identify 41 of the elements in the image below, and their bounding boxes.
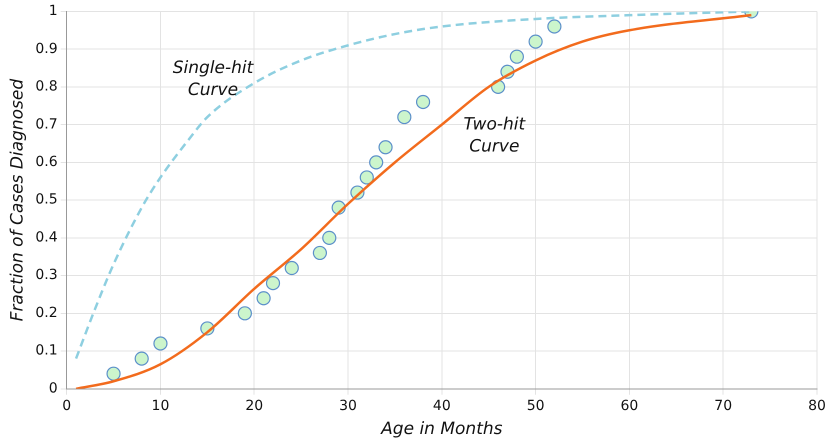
point	[256, 291, 271, 306]
x-tick-label: 20	[245, 398, 264, 414]
x-tick-label: 40	[432, 398, 451, 414]
point	[322, 230, 336, 245]
point	[547, 19, 562, 34]
y-tick-label: 0.4	[35, 229, 58, 246]
point	[510, 50, 524, 64]
point	[360, 170, 374, 185]
x-axis-title: Age in Months	[380, 419, 503, 440]
point	[266, 276, 280, 290]
y-tick-label: 0.9	[35, 40, 58, 57]
y-tick-label: 0.6	[35, 154, 58, 170]
x-tick-label: 50	[526, 398, 545, 414]
y-tick-label: 0	[48, 380, 58, 396]
annotation: Single-hit Curve	[172, 58, 255, 100]
annotation: Two-hit Curve	[464, 114, 526, 156]
x-tick-label: 60	[620, 398, 638, 414]
x-tick-label: 10	[152, 398, 170, 414]
y-tick-label: 1	[48, 3, 58, 20]
x-tick-label: 30	[339, 398, 357, 414]
point	[369, 155, 384, 170]
y-axis-title: Fraction of Cases Diagnosed	[8, 78, 28, 322]
point	[134, 352, 149, 366]
x-tick-label: 80	[808, 398, 826, 414]
y-tick-label: 0.1	[35, 342, 58, 359]
y-tick-label: 0.3	[35, 267, 58, 284]
point	[106, 366, 121, 381]
point	[397, 110, 412, 124]
point	[312, 246, 328, 260]
x-tick-label: 70	[714, 398, 732, 414]
point	[528, 34, 543, 49]
y-tick-label: 0.8	[35, 78, 58, 95]
point	[284, 260, 299, 276]
y-tick-label: 0.2	[35, 304, 58, 321]
y-tick-label: 0.5	[35, 192, 58, 208]
point	[153, 336, 168, 351]
point	[416, 94, 430, 110]
x-tick-label: 0	[62, 398, 72, 414]
y-tick-label: 0.7	[35, 116, 58, 132]
point	[378, 140, 393, 154]
point	[238, 306, 252, 320]
